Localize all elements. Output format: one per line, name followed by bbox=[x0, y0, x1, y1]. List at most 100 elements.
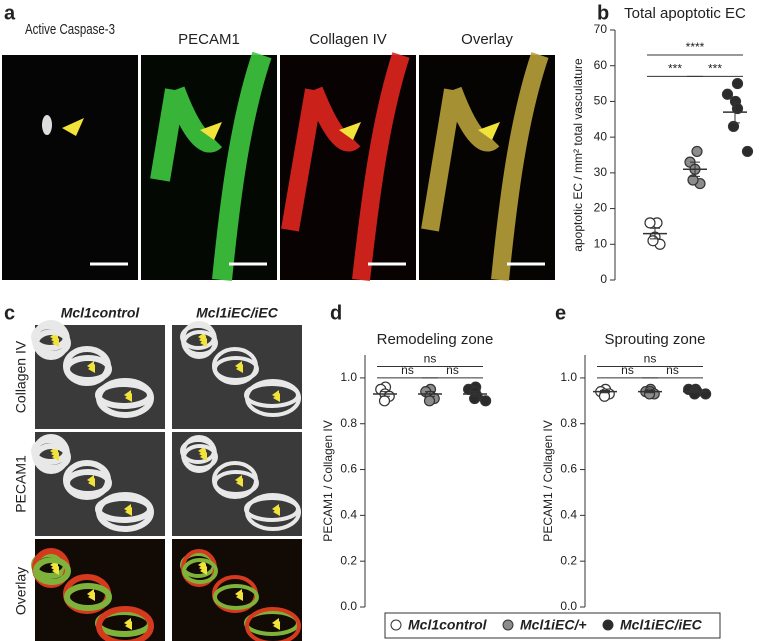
legend-swatch bbox=[502, 619, 514, 631]
point bbox=[644, 217, 656, 229]
vessel-loop bbox=[96, 378, 154, 418]
image-cell bbox=[42, 115, 52, 135]
error-bar bbox=[600, 390, 610, 394]
vessel-loop bbox=[245, 607, 301, 641]
significance: **** bbox=[686, 40, 705, 54]
significance: ns bbox=[446, 363, 459, 377]
row-label: PECAM1 bbox=[13, 455, 29, 513]
point bbox=[378, 395, 391, 407]
y-axis-label: PECAM1 / Collagen IV bbox=[541, 420, 555, 541]
vessel-loop bbox=[245, 379, 301, 417]
vessel-loop bbox=[33, 443, 71, 471]
vessel-loop bbox=[33, 557, 71, 585]
arrowhead bbox=[125, 393, 132, 402]
point bbox=[700, 388, 712, 400]
error-bar bbox=[470, 391, 480, 397]
point bbox=[727, 120, 740, 133]
y-axis-label: apoptotic EC / mm² total vasculature bbox=[571, 58, 585, 252]
significance: *** bbox=[668, 62, 682, 76]
arrowhead bbox=[273, 621, 280, 630]
panel-letter: b bbox=[597, 2, 609, 24]
arrowhead bbox=[52, 452, 59, 461]
vessel-loop bbox=[182, 444, 218, 470]
image-label: PECAM1 bbox=[178, 31, 240, 48]
y-tick-label: 0.2 bbox=[340, 553, 357, 567]
column-label: Mcl1iEC/iEC bbox=[196, 305, 279, 321]
point bbox=[647, 235, 659, 247]
vessel-loop bbox=[213, 584, 259, 610]
vessel-loop bbox=[213, 470, 259, 496]
vessel-loop bbox=[182, 558, 218, 584]
y-tick-label: 50 bbox=[594, 94, 608, 108]
y-axis-label: PECAM1 / Collagen IV bbox=[321, 420, 335, 541]
arrowhead bbox=[88, 364, 95, 373]
error-bar bbox=[730, 100, 740, 124]
error-bar bbox=[690, 161, 700, 177]
panel-a-images bbox=[2, 51, 555, 282]
arrowhead bbox=[200, 452, 207, 461]
legend-box bbox=[384, 612, 721, 639]
image-vessels bbox=[421, 52, 549, 281]
arrowhead bbox=[273, 393, 280, 402]
row-label: Overlay bbox=[13, 567, 29, 615]
vessel-loop bbox=[96, 492, 154, 532]
panel-letter: a bbox=[4, 2, 16, 24]
arrowhead bbox=[125, 507, 132, 516]
arrowhead bbox=[236, 364, 243, 373]
significance: ns bbox=[424, 352, 437, 366]
chart-title: Sprouting zone bbox=[605, 331, 706, 348]
y-tick-label: 0.0 bbox=[340, 599, 357, 613]
error-bar bbox=[380, 391, 390, 397]
image-tile bbox=[172, 325, 302, 429]
y-tick-label: 1.0 bbox=[560, 370, 577, 384]
panel-letter: e bbox=[555, 302, 566, 324]
vessel-loop bbox=[33, 329, 71, 357]
point bbox=[687, 174, 699, 186]
vessel-loop bbox=[64, 583, 112, 611]
significance: *** bbox=[708, 62, 722, 76]
legend-swatch bbox=[602, 619, 614, 631]
column-label: Mcl1control bbox=[61, 305, 141, 321]
significance: ns bbox=[666, 363, 679, 377]
image-label: Collagen IV bbox=[309, 31, 387, 48]
error-bar bbox=[425, 391, 435, 397]
legend-swatch bbox=[390, 619, 402, 631]
image-label: Active Caspase-3 bbox=[25, 21, 115, 38]
significance: ns bbox=[621, 363, 634, 377]
arrowhead bbox=[88, 592, 95, 601]
error-bar bbox=[645, 390, 655, 394]
image-vessels bbox=[150, 51, 272, 281]
point bbox=[731, 77, 744, 90]
y-tick-label: 0 bbox=[600, 272, 607, 286]
panel-letter: d bbox=[330, 302, 342, 324]
significance: ns bbox=[401, 363, 414, 377]
error-bar bbox=[650, 227, 660, 240]
arrowhead bbox=[200, 338, 207, 347]
y-tick-label: 0.4 bbox=[560, 508, 577, 522]
arrowhead bbox=[52, 338, 59, 347]
image-caspase bbox=[2, 55, 138, 280]
vessel-loop bbox=[64, 355, 112, 383]
vessel-loop bbox=[245, 493, 301, 531]
arrowhead bbox=[236, 478, 243, 487]
point bbox=[691, 145, 703, 158]
panel-c-images bbox=[31, 320, 302, 641]
point bbox=[480, 395, 492, 407]
legend-label: Mcl1iEC/+ bbox=[520, 617, 587, 633]
legend-label: Mcl1iEC/iEC bbox=[620, 617, 703, 633]
y-tick-label: 70 bbox=[594, 22, 608, 36]
point bbox=[721, 88, 734, 100]
y-tick-label: 0.2 bbox=[560, 553, 577, 567]
arrowhead bbox=[52, 566, 59, 575]
chart-title: Total apoptotic EC bbox=[624, 5, 746, 22]
y-tick-label: 1.0 bbox=[340, 370, 357, 384]
chart-title: Remodeling zone bbox=[377, 331, 494, 348]
row-label: Collagen IV bbox=[13, 340, 29, 413]
point bbox=[423, 395, 436, 407]
arrowheads bbox=[62, 118, 500, 140]
y-tick-label: 60 bbox=[594, 58, 608, 72]
vessel-loop bbox=[96, 606, 154, 641]
arrowhead bbox=[88, 478, 95, 487]
y-tick-label: 10 bbox=[594, 236, 608, 250]
